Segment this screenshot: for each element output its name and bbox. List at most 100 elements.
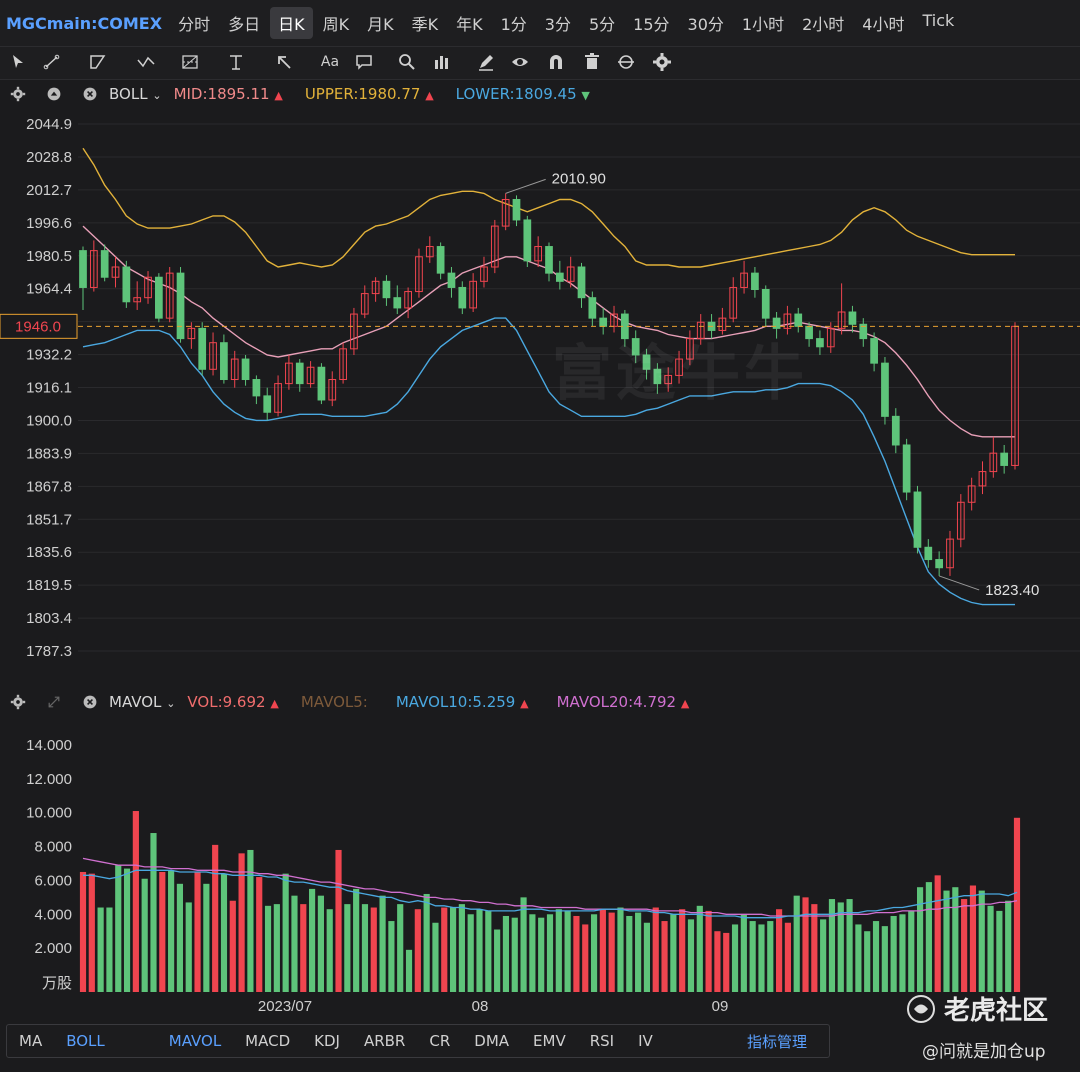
vertical-tool-icon[interactable]: [224, 51, 248, 73]
up-arrow-icon: ▲: [520, 697, 529, 710]
period-tab[interactable]: 4小时: [862, 15, 905, 34]
period-tab[interactable]: 月K: [367, 15, 394, 34]
period-tab[interactable]: 年K: [456, 15, 483, 34]
volume-bar: [573, 915, 580, 992]
period-tab[interactable]: 5分: [588, 15, 616, 34]
volume-bar: [458, 904, 465, 992]
period-tab[interactable]: 日K: [270, 7, 313, 39]
indicator-tab[interactable]: KDJ: [314, 1032, 340, 1050]
line-tool-icon[interactable]: [40, 51, 64, 73]
candle-body: [133, 297, 142, 303]
mavol20-value-text: MAVOL20:4.792: [556, 693, 677, 711]
indicator-tab[interactable]: DMA: [474, 1032, 510, 1050]
volume-bar: [291, 895, 298, 992]
period-tab[interactable]: 30分: [687, 15, 724, 34]
volume-bar: [652, 907, 659, 992]
close-icon[interactable]: [81, 85, 99, 103]
close-icon[interactable]: [81, 693, 99, 711]
indicator-tab[interactable]: IV: [638, 1032, 653, 1050]
period-tab[interactable]: 分时: [178, 15, 211, 34]
volume-bar: [529, 914, 536, 992]
period-tab[interactable]: 1分: [500, 15, 527, 34]
mavol-selector[interactable]: MAVOL ⌄: [109, 693, 175, 711]
period-tab[interactable]: 周K: [322, 15, 350, 34]
volume-bar: [705, 910, 712, 992]
indicator-tab[interactable]: MAVOL: [168, 1032, 222, 1050]
indicator-tab[interactable]: MACD: [245, 1032, 291, 1050]
volume-bar: [820, 919, 827, 992]
pen-icon[interactable]: [474, 51, 498, 73]
manage-indicators-button[interactable]: 指标管理: [746, 1032, 807, 1051]
magnet-icon[interactable]: [544, 51, 568, 73]
vol-value-text: VOL:9.692: [187, 693, 266, 711]
zoom-icon[interactable]: [395, 51, 419, 73]
candle-body: [144, 276, 152, 299]
period-tab[interactable]: 2小时: [802, 15, 845, 34]
volume-bar: [961, 899, 968, 992]
indicator-tab[interactable]: CR: [429, 1032, 451, 1050]
volume-bar: [996, 910, 1003, 992]
boll-upper: UPPER:1980.77 ▲: [305, 85, 434, 103]
candle-body: [1000, 452, 1009, 466]
bars-icon[interactable]: [430, 51, 454, 73]
indicator-tab[interactable]: MA: [19, 1032, 43, 1050]
indicator-tab[interactable]: EMV: [533, 1032, 566, 1050]
volume-bar: [1005, 900, 1012, 992]
volume-bar: [194, 871, 201, 992]
volume-bar: [758, 924, 765, 992]
wave-tool-icon[interactable]: [134, 51, 158, 73]
eye-icon[interactable]: [508, 51, 532, 73]
volume-bar: [361, 904, 369, 992]
gear-icon[interactable]: [9, 85, 27, 103]
volume-bar: [881, 926, 888, 992]
candle-body: [501, 198, 510, 227]
candle-body: [230, 358, 239, 381]
volume-bar: [141, 878, 148, 992]
mavol5-value: MAVOL5:: [300, 693, 368, 711]
price-tick-label: 1932.2: [26, 347, 72, 364]
indicator-tab[interactable]: ARBR: [363, 1032, 406, 1050]
indicator-tab[interactable]: RSI: [589, 1032, 615, 1050]
price-tick-label: 1883.9: [26, 445, 72, 462]
expand-icon[interactable]: [45, 693, 63, 711]
period-tab[interactable]: 季K: [411, 15, 439, 34]
volume-chart[interactable]: 14.000 12.000 10.000 8.000 6.000 4.000 2.000 万股…: [0, 714, 1080, 1020]
period-tab[interactable]: Tick: [922, 11, 955, 30]
candle-body: [902, 444, 911, 493]
cursor-icon[interactable]: [6, 51, 30, 73]
volume-bar: [353, 888, 360, 992]
volume-bar: [731, 924, 739, 992]
fib-tool-icon[interactable]: [178, 51, 202, 73]
volume-bar: [150, 833, 157, 992]
comment-tool-icon[interactable]: [352, 51, 376, 73]
candle-body: [577, 266, 586, 299]
text-tool-icon[interactable]: Aa: [320, 54, 340, 70]
volume-bar: [811, 904, 818, 992]
candle-body: [696, 321, 705, 340]
volume-bar: [776, 909, 783, 992]
volume-bar: [749, 921, 756, 992]
volume-bar: [723, 932, 730, 992]
price-chart[interactable]: 2044.92028.82012.71996.61980.51964.41948…: [0, 106, 1080, 690]
volume-bar: [661, 921, 668, 992]
period-tab[interactable]: 3分: [544, 15, 571, 34]
volume-tick-label: 10.000: [26, 805, 72, 822]
price-tick-label: 1916.1: [26, 380, 72, 397]
arrow-tool-icon[interactable]: [272, 51, 296, 73]
period-tab[interactable]: 1小时: [741, 15, 785, 34]
settings-icon[interactable]: [650, 51, 674, 73]
volume-bar: [405, 949, 413, 992]
trash-icon[interactable]: [580, 51, 604, 73]
collapse-icon[interactable]: [45, 85, 63, 103]
gear-icon[interactable]: [9, 693, 27, 711]
period-tab[interactable]: 多日: [228, 15, 261, 34]
channel-tool-icon[interactable]: [86, 51, 110, 73]
candle-body: [859, 323, 868, 340]
period-tab[interactable]: 15分: [633, 15, 670, 34]
sync-icon[interactable]: [614, 51, 638, 73]
indicator-tab[interactable]: BOLL: [66, 1032, 105, 1050]
boll-selector[interactable]: BOLL ⌄: [109, 85, 162, 103]
symbol-label[interactable]: MGCmain:COMEX: [6, 13, 163, 33]
volume-bar: [467, 914, 474, 992]
volume-bar: [617, 907, 624, 992]
